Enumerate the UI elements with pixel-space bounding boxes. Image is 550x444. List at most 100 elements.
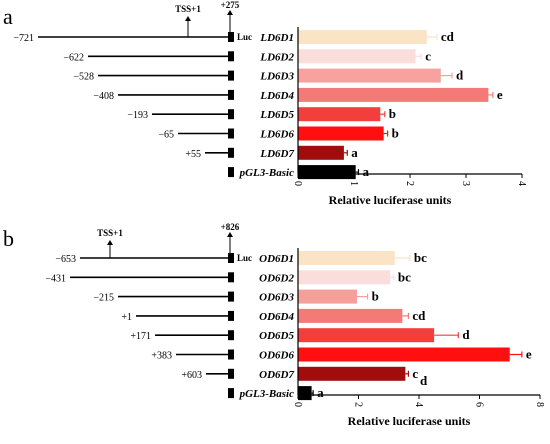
luc-box <box>228 147 234 158</box>
luc-box <box>228 51 234 62</box>
significance-label: bc <box>398 269 411 284</box>
luc-box <box>228 70 234 81</box>
luc-label: Luc <box>237 32 252 42</box>
bar <box>298 386 312 401</box>
luc-box <box>228 109 234 120</box>
significance-label: c <box>425 48 431 63</box>
construct-position-label: −65 <box>158 130 174 141</box>
significance-label: b <box>392 126 399 141</box>
category-label: OD6D2 <box>259 272 294 284</box>
bar <box>298 347 510 362</box>
construct-position-label: −431 <box>45 273 66 284</box>
bar <box>298 87 489 102</box>
end-arrow-head <box>227 232 233 237</box>
x-tick-label: 2 <box>404 181 415 186</box>
category-label: OD6D7 <box>259 369 294 381</box>
tss-label: TSS+1 <box>97 228 123 238</box>
bar <box>298 107 381 122</box>
luc-box <box>228 349 234 360</box>
significance-label: e <box>497 87 503 102</box>
x-tick-label: 2 <box>353 402 364 407</box>
construct-position-label: −528 <box>73 72 94 83</box>
bar <box>298 165 356 180</box>
x-tick-label: 0 <box>292 181 303 186</box>
significance-label: bc <box>414 250 427 265</box>
end-position-label: +275 <box>221 0 240 10</box>
luc-box <box>228 89 234 100</box>
significance-label: e <box>526 347 532 362</box>
x-tick-label: 3 <box>460 181 471 186</box>
significance-label: d <box>456 68 464 83</box>
category-label: LD6D4 <box>259 90 294 102</box>
panel-a: a −721 −622 −528 −408 −193 −65 +55 TSS+1 +275 Luc L… <box>3 0 527 207</box>
luc-box <box>228 330 234 341</box>
construct-position-label: +603 <box>181 370 202 381</box>
construct-position-label: −622 <box>63 52 84 63</box>
panel-b: b −653 −431 −215 +1 +171+383 +603 TSS+1 +826 Luc O… <box>3 222 545 428</box>
significance-label: cd <box>441 29 455 44</box>
luc-box <box>228 253 234 263</box>
bar <box>298 145 344 160</box>
x-tick-label: 4 <box>413 402 424 407</box>
category-label: LD6D2 <box>259 51 294 63</box>
bar <box>298 68 441 83</box>
significance-label: cd <box>412 308 426 323</box>
luc-box <box>228 272 234 283</box>
end-position-label: +826 <box>221 222 240 232</box>
luc-box <box>228 32 234 42</box>
luc-box <box>228 368 234 379</box>
bar <box>298 251 395 265</box>
luc-box <box>228 388 234 399</box>
x-tick-label: 4 <box>516 181 527 186</box>
construct-position-label: −721 <box>13 33 34 44</box>
luc-box <box>228 310 234 321</box>
construct-position-label: +383 <box>151 351 172 362</box>
x-tick-label: 6 <box>474 402 485 407</box>
bar <box>298 308 403 323</box>
luc-box <box>228 128 234 139</box>
construct-position-label: −193 <box>127 110 148 121</box>
significance-label: a <box>362 164 369 179</box>
bar <box>298 49 416 64</box>
category-label: LD6D5 <box>259 109 294 121</box>
significance-label: b <box>372 289 379 304</box>
luc-box <box>228 291 234 302</box>
category-label: OD6D5 <box>259 330 294 342</box>
construct-position-label: −408 <box>93 91 114 102</box>
construct-position-label: +55 <box>185 149 201 160</box>
luc-box <box>228 167 234 178</box>
category-label: OD6D3 <box>259 292 294 304</box>
bar <box>298 366 406 381</box>
panel-letter: b <box>3 226 14 251</box>
x-tick-label: 0 <box>292 402 303 407</box>
category-label: pGL3-Basic <box>239 388 295 400</box>
tss-arrow-head <box>185 16 191 21</box>
end-arrow-head <box>227 10 233 15</box>
significance-label: b <box>389 106 396 121</box>
significance-label: d <box>462 327 470 342</box>
category-label: LD6D7 <box>259 148 294 160</box>
category-label: LD6D1 <box>259 32 294 44</box>
construct-position-label: +1 <box>121 312 132 323</box>
x-axis-title: Relative luciferase units <box>329 193 452 207</box>
significance-label: a <box>317 385 324 400</box>
significance-label-extra: d <box>420 373 428 388</box>
x-axis-title: Relative luciferase units <box>348 414 471 428</box>
construct-position-label: −215 <box>93 293 114 304</box>
category-label: OD6D4 <box>259 311 294 323</box>
category-label: LD6D6 <box>259 129 294 141</box>
x-tick-label: 8 <box>534 402 545 407</box>
construct-position-label: −653 <box>55 254 76 265</box>
bar <box>298 30 427 44</box>
tss-arrow-head <box>107 240 113 245</box>
significance-label: c <box>412 366 418 381</box>
category-label: LD6D3 <box>259 71 294 83</box>
category-label: OD6D6 <box>259 350 294 362</box>
luc-label: Luc <box>237 253 252 263</box>
significance-label: a <box>351 145 358 160</box>
bar <box>298 289 357 304</box>
category-label: OD6D1 <box>259 253 294 265</box>
x-tick-label: 1 <box>348 181 359 186</box>
tss-label: TSS+1 <box>175 4 201 14</box>
